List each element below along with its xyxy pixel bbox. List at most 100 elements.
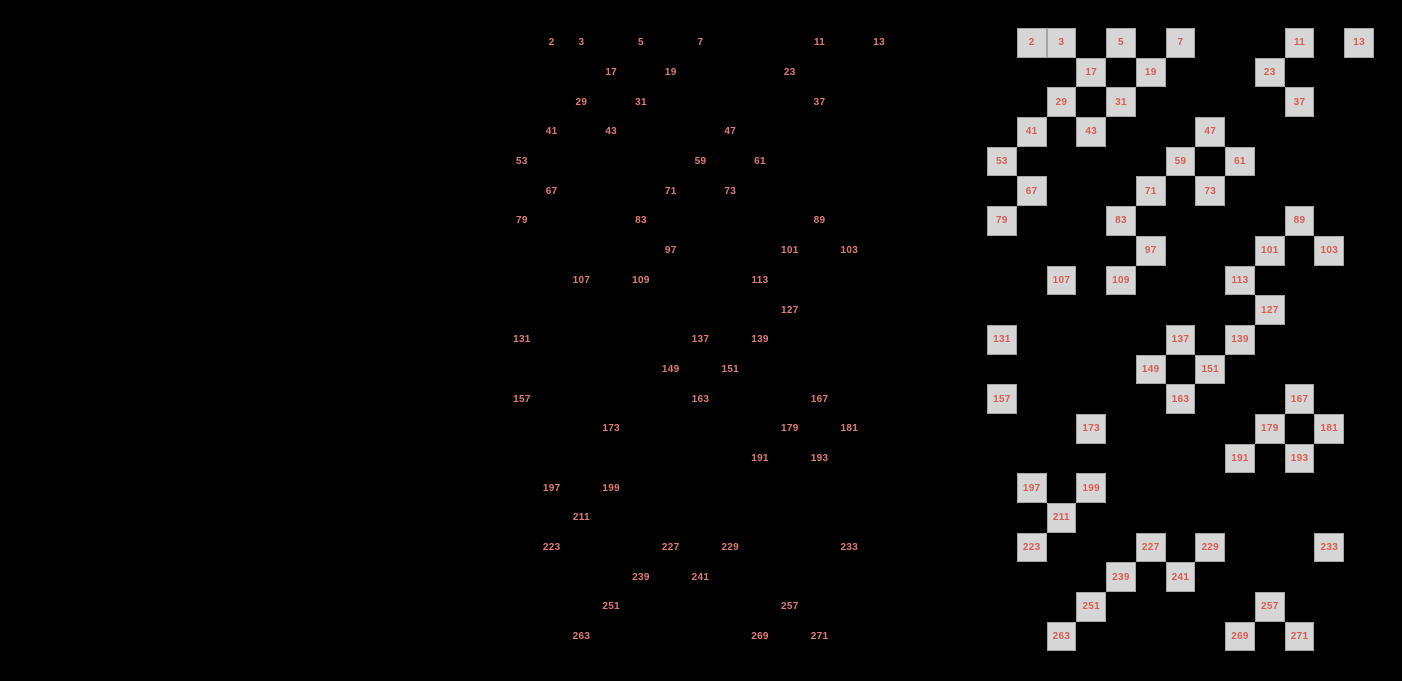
prime-cell-31: 31 [635,96,647,108]
prime-cell-163: 163 [1165,384,1196,414]
prime-cell-11: 11 [1284,28,1315,58]
prime-cell-31: 31 [1106,87,1136,118]
prime-cell-107: 107 [572,274,591,286]
prime-cell-17: 17 [605,67,618,79]
prime-cell-109: 109 [632,274,650,286]
prime-cell-89: 89 [813,215,826,227]
prime-cell-7: 7 [697,37,704,49]
prime-cell-223: 223 [542,542,561,554]
prime-cell-41: 41 [1016,117,1047,147]
prime-cell-71: 71 [1135,176,1166,207]
prime-cell-181: 181 [1314,413,1345,444]
prime-cell-13: 13 [873,37,885,49]
prime-cell-193: 193 [810,452,829,464]
prime-cell-173: 173 [602,423,620,435]
prime-cell-89: 89 [1284,206,1315,236]
prime-cell-131: 131 [513,334,531,346]
prime-cell-2: 2 [548,37,555,49]
prime-cell-79: 79 [516,215,528,227]
prime-cell-263: 263 [572,631,591,643]
prime-cell-197: 197 [1016,473,1047,503]
prime-cell-137: 137 [691,334,710,346]
prime-cell-199: 199 [602,482,620,494]
prime-cell-223: 223 [1016,532,1047,563]
prime-cell-167: 167 [810,393,829,405]
prime-cell-257: 257 [780,601,799,613]
prime-cell-191: 191 [751,452,769,464]
prime-cell-251: 251 [1076,592,1107,622]
prime-cell-239: 239 [1106,562,1136,593]
prime-cell-53: 53 [516,156,528,168]
prime-cell-163: 163 [691,393,710,405]
prime-cell-211: 211 [1046,503,1077,533]
prime-cell-149: 149 [661,363,680,375]
prime-cell-127: 127 [780,304,799,316]
prime-cell-193: 193 [1284,443,1315,474]
prime-cell-179: 179 [1254,413,1285,444]
prime-cell-149: 149 [1135,354,1166,385]
prime-cell-167: 167 [1284,384,1315,414]
prime-cell-5: 5 [638,37,644,49]
prime-cell-29: 29 [575,96,588,108]
prime-cell-41: 41 [545,126,558,138]
prime-grid-boxed: 2 3 5 7 11 13 17 19 23 29 31 37 41 43 47 53 59 61 67 71 73 79… [987,28,1374,652]
prime-cell-43: 43 [605,126,618,138]
prime-cell-67: 67 [1016,176,1047,207]
prime-cell-43: 43 [1076,117,1107,147]
prime-cell-151: 151 [721,363,740,375]
prime-cell-157: 157 [987,384,1017,414]
prime-cell-107: 107 [1046,265,1077,296]
prime-cell-29: 29 [1046,87,1077,118]
prime-cell-23: 23 [783,67,796,79]
prime-cell-127: 127 [1254,295,1285,325]
prime-cell-101: 101 [1254,235,1285,266]
prime-cell-227: 227 [661,542,680,554]
prime-cell-113: 113 [751,274,769,286]
prime-cell-157: 157 [513,393,531,405]
prime-cell-179: 179 [780,423,799,435]
prime-cell-37: 37 [1284,87,1315,118]
prime-cell-269: 269 [1225,621,1255,652]
prime-cell-83: 83 [635,215,647,227]
prime-cell-103: 103 [1314,235,1345,266]
prime-cell-271: 271 [1284,621,1315,652]
prime-cell-73: 73 [724,185,737,197]
prime-cell-139: 139 [1225,324,1255,355]
prime-cell-263: 263 [1046,621,1077,652]
prime-cell-3: 3 [1046,28,1077,58]
prime-cell-139: 139 [751,334,769,346]
prime-cell-61: 61 [1225,146,1255,177]
prime-cell-131: 131 [987,324,1017,355]
prime-cell-239: 239 [632,571,650,583]
prime-cell-199: 199 [1076,473,1107,503]
prime-cell-59: 59 [694,156,707,168]
prime-cell-83: 83 [1106,206,1136,236]
prime-cell-19: 19 [664,67,677,79]
prime-cell-61: 61 [754,156,766,168]
prime-cell-19: 19 [1135,57,1166,88]
prime-cell-11: 11 [813,37,826,49]
prime-cell-37: 37 [813,96,826,108]
prime-cell-47: 47 [724,126,737,138]
prime-cell-3: 3 [578,37,585,49]
prime-cell-97: 97 [1135,235,1166,266]
prime-cell-241: 241 [1165,562,1196,593]
prime-cell-271: 271 [810,631,829,643]
prime-cell-67: 67 [545,185,558,197]
prime-cell-17: 17 [1076,57,1107,88]
prime-cell-5: 5 [1106,28,1136,58]
prime-cell-79: 79 [987,206,1017,236]
prime-cell-103: 103 [840,245,859,257]
prime-cell-97: 97 [664,245,677,257]
prime-cell-101: 101 [780,245,799,257]
prime-cell-71: 71 [664,185,677,197]
prime-cell-59: 59 [1165,146,1196,177]
prime-cell-191: 191 [1225,443,1255,474]
prime-cell-137: 137 [1165,324,1196,355]
prime-cell-229: 229 [1195,532,1226,563]
prime-cell-269: 269 [751,631,769,643]
prime-cell-73: 73 [1195,176,1226,207]
prime-cell-23: 23 [1254,57,1285,88]
prime-cell-229: 229 [721,542,740,554]
